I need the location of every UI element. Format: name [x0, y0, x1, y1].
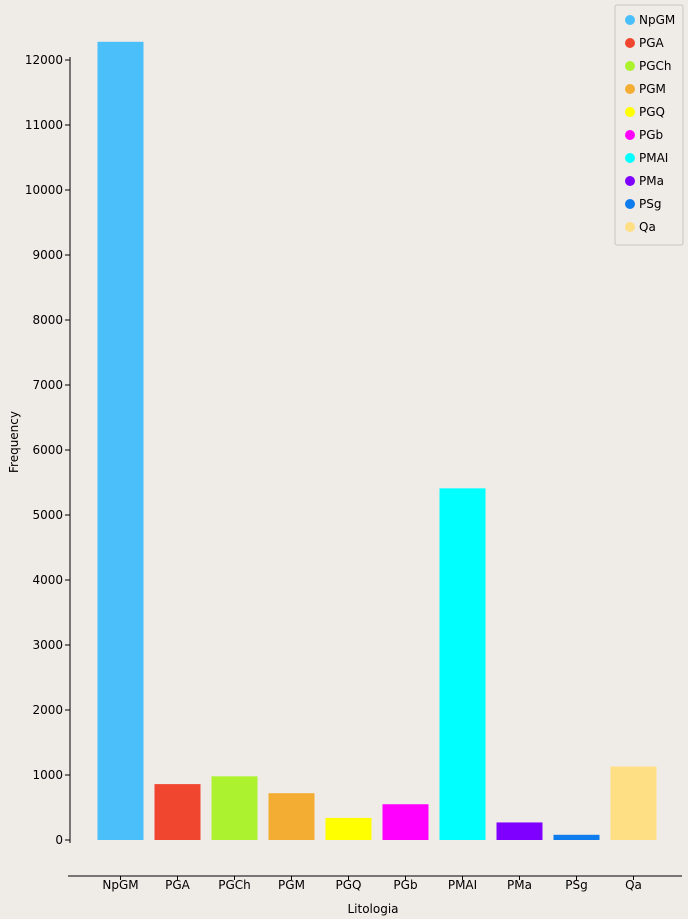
legend-label[interactable]: PGM — [639, 82, 666, 96]
y-axis-title: Frequency — [7, 411, 21, 473]
x-tick-label: PGQ — [336, 878, 362, 892]
bars — [97, 41, 657, 841]
x-tick-label: PGM — [278, 878, 305, 892]
legend-label[interactable]: PGA — [639, 36, 665, 50]
legend-swatch-pmai — [625, 153, 635, 163]
legend-swatch-qa — [625, 222, 635, 232]
legend-swatch-pgq — [625, 107, 635, 117]
bar-psg[interactable] — [553, 834, 600, 840]
x-tick-label: PMa — [507, 878, 532, 892]
legend-label[interactable]: PSg — [639, 197, 661, 211]
bar-pgb[interactable] — [382, 804, 429, 840]
x-tick-label: Qa — [625, 878, 642, 892]
bar-pgm[interactable] — [268, 793, 315, 840]
y-tick-label: 0 — [55, 833, 63, 847]
y-tick-label: 6000 — [32, 443, 63, 457]
x-tick-label: PMAI — [448, 878, 477, 892]
legend[interactable]: NpGM PGA PGCh PGM PGQ PGb PMAI PMa PSg Qa — [614, 4, 684, 246]
legend-label[interactable]: PGCh — [639, 59, 672, 73]
x-tick-label: NpGM — [102, 878, 138, 892]
y-tick-label: 4000 — [32, 573, 63, 587]
bar-pgch[interactable] — [211, 776, 258, 840]
y-tick-label: 9000 — [32, 248, 63, 262]
legend-label[interactable]: PGQ — [639, 105, 665, 119]
y-tick-label: 8000 — [32, 313, 63, 327]
legend-label[interactable]: PGb — [639, 128, 663, 142]
legend-swatch-npgm — [625, 15, 635, 25]
y-axis: 0 1000 2000 3000 4000 5000 6000 7000 8000 9000 100… — [25, 53, 71, 847]
legend-label[interactable]: PMa — [639, 174, 664, 188]
x-axis: NpGM PGA PGCh PGM PGQ PGb PMAI PMa PSg Qa — [68, 875, 682, 892]
y-tick-label: 3000 — [32, 638, 63, 652]
y-tick-label: 10000 — [25, 183, 63, 197]
bar-pma[interactable] — [496, 822, 543, 840]
y-tick-label: 11000 — [25, 118, 63, 132]
y-tick-label: 5000 — [32, 508, 63, 522]
legend-label[interactable]: PMAI — [639, 151, 668, 165]
y-tick-label: 1000 — [32, 768, 63, 782]
legend-swatch-pgm — [625, 84, 635, 94]
legend-label[interactable]: NpGM — [639, 13, 675, 27]
x-tick-label: PGb — [393, 878, 417, 892]
legend-swatch-pga — [625, 38, 635, 48]
bar-pga[interactable] — [154, 784, 201, 840]
bar-pmai[interactable] — [439, 488, 486, 840]
legend-swatch-pgch — [625, 61, 635, 71]
legend-swatch-pma — [625, 176, 635, 186]
bar-npgm[interactable] — [97, 41, 144, 841]
bar-qa[interactable] — [610, 766, 657, 840]
x-tick-label: PGA — [165, 878, 191, 892]
legend-swatch-psg — [625, 199, 635, 209]
legend-label[interactable]: Qa — [639, 220, 656, 234]
bar-pgq[interactable] — [325, 817, 372, 840]
x-tick-label: PSg — [565, 878, 587, 892]
y-tick-label: 7000 — [32, 378, 63, 392]
y-tick-label: 2000 — [32, 703, 63, 717]
y-tick-label: 12000 — [25, 53, 63, 67]
x-tick-label: PGCh — [218, 878, 251, 892]
x-axis-title: Litologia — [347, 902, 398, 916]
legend-swatch-pgb — [625, 130, 635, 140]
